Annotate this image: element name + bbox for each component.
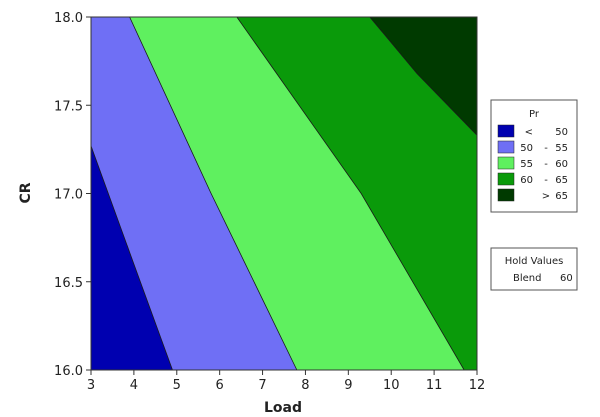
legend-sep: - — [544, 175, 548, 186]
legend-swatch — [497, 140, 515, 154]
legend-high: 65 — [555, 191, 568, 202]
legend-high: 55 — [555, 143, 568, 154]
x-tick-label: 8 — [301, 378, 309, 393]
legend-swatch — [497, 172, 515, 186]
legend-high: 60 — [555, 159, 568, 170]
legend-sep: > — [542, 191, 550, 202]
legend-low: 55 — [520, 159, 533, 170]
x-tick-label: 3 — [87, 378, 95, 393]
y-tick-label: 16.5 — [54, 276, 83, 291]
legend-sep: - — [544, 159, 548, 170]
x-tick-label: 4 — [130, 378, 138, 393]
legend-title: Pr — [529, 109, 540, 120]
y-axis-title: CR — [18, 182, 34, 203]
legend-sep: - — [544, 143, 548, 154]
y-tick-label: 17.5 — [54, 99, 83, 114]
hold-values-label: Blend — [513, 273, 541, 284]
y-tick-label: 17.0 — [54, 188, 83, 203]
y-tick-label: 16.0 — [54, 364, 83, 379]
x-tick-label: 9 — [344, 378, 352, 393]
contour-line-1 — [90, 145, 173, 371]
hold-values-frame — [490, 247, 578, 291]
x-axis: 3 4 5 6 7 8 9 10 11 12 — [87, 370, 485, 393]
y-tick-label: 18.0 — [54, 11, 83, 26]
y-axis: 16.0 16.5 17.0 17.5 18.0 — [54, 11, 91, 379]
region-below-50 — [91, 145, 173, 370]
x-tick-label: 7 — [258, 378, 266, 393]
legend-low: < — [525, 127, 533, 138]
hold-values-title: Hold Values — [505, 256, 564, 267]
contour-boundaries — [90, 16, 478, 371]
legend-swatch — [497, 156, 515, 170]
x-tick-label: 6 — [216, 378, 224, 393]
contour-regions — [91, 17, 477, 370]
x-tick-label: 11 — [426, 378, 443, 393]
legend-swatch — [497, 188, 515, 202]
x-tick-label: 12 — [469, 378, 486, 393]
legend-low: 50 — [520, 143, 533, 154]
contour-line-2 — [129, 16, 298, 371]
hold-values-value: 60 — [560, 273, 573, 284]
legend-high: 65 — [555, 175, 568, 186]
contour-line-4 — [369, 16, 478, 136]
hold-values-box: Hold Values Blend 60 — [490, 247, 578, 291]
contour-line-3 — [236, 16, 465, 371]
legend-high: 50 — [555, 127, 568, 138]
region-above-65 — [369, 17, 477, 136]
legend-low: 60 — [520, 175, 533, 186]
x-tick-label: 10 — [383, 378, 400, 393]
legend-swatch — [497, 124, 515, 138]
x-tick-label: 5 — [173, 378, 181, 393]
region-60-65 — [236, 17, 477, 370]
x-axis-title: Load — [264, 400, 302, 416]
